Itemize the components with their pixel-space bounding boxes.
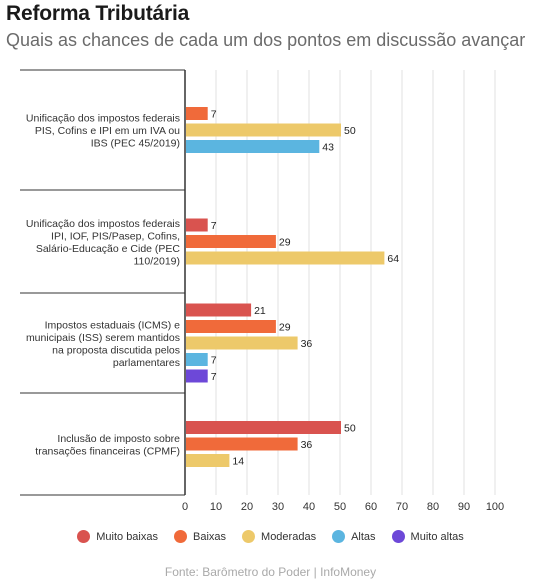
bar [186,437,298,451]
legend-swatch [242,530,256,543]
category-label: Unificação dos impostos federais [26,113,180,125]
legend-item: Muito baixas [77,530,158,543]
bar-value-label: 50 [344,423,356,435]
bar [186,421,341,434]
bar-chart: 0 10 20 30 40 50 60 70 80 90 100 Unificação dos imp… [20,69,504,513]
bar-value-label: 43 [322,142,334,154]
bar [186,218,208,232]
legend-swatch [174,530,187,543]
category-label: Unificação dos impostos federais [26,218,180,230]
legend-item: Altas [332,530,376,543]
legend-label: Muito altas [410,530,464,543]
bar-value-label: 21 [254,305,266,317]
category-label: transações financeiras (CPMF) [35,445,180,457]
legend-label: Altas [351,530,376,543]
x-tick-label: 10 [210,501,222,513]
category-label: 110/2019) [133,255,180,267]
bar-value-label: 36 [301,439,313,451]
bar [186,140,320,153]
bar [186,336,298,350]
bar [186,107,208,120]
bar-value-label: 7 [211,371,217,383]
bar-value-label: 29 [279,237,291,249]
x-tick-label: 60 [365,501,377,513]
legend-item: Muito altas [391,530,464,543]
chart-subtitle: Quais as chances de cada um dos pontos e… [6,30,526,50]
x-tick-label: 90 [458,501,470,513]
legend-swatch [77,530,91,543]
bar-value-label: 14 [232,456,244,468]
category-label: Salário-Educação e Cide (PEC [36,243,181,255]
x-tick-label: 70 [396,501,408,513]
chart-title: Reforma Tributária [6,2,190,25]
legend-swatch [391,530,405,543]
x-tick-label: 100 [486,501,504,513]
bar [186,251,385,265]
category-label: IPI, IOF, PIS/Pasep, Cofins, [51,230,180,242]
category-label: Impostos estaduais (ICMS) e [45,319,181,331]
x-tick-label: 0 [182,501,188,513]
x-tick-label: 30 [272,501,284,513]
legend-label: Baixas [193,530,227,543]
category-label: municipais (ISS) serem mantidos [26,332,180,344]
bar [186,369,208,383]
bar-value-label: 7 [211,109,217,121]
bar [186,353,208,366]
x-tick-label: 50 [334,501,346,513]
category-label: IBS (PEC 45/2019) [91,138,180,150]
legend-item: Moderadas [242,530,316,543]
category-label: na proposta discutida pelos [52,344,180,356]
category-label: PIS, Cofins e IPI em um IVA ou [35,125,180,137]
x-tick-label: 20 [241,501,253,513]
bar-value-label: 29 [279,322,291,334]
bar-value-label: 64 [387,253,399,265]
legend-item: Baixas [174,530,226,543]
bar-value-label: 36 [301,338,313,350]
bar [186,454,230,467]
bar [186,235,276,248]
bar [186,303,252,317]
category-label: Inclusão de imposto sobre [57,433,180,445]
x-tick-label: 80 [427,501,439,513]
legend-label: Muito baixas [96,530,158,543]
bar [186,320,276,333]
bar-value-label: 7 [211,355,217,367]
source-note: Fonte: Barômetro do Poder | InfoMoney [164,565,377,579]
bar-value-label: 50 [344,125,356,137]
legend-label: Moderadas [261,530,317,543]
x-tick-label: 40 [303,501,315,513]
bar [186,123,341,137]
category-label: parlamentares [113,357,180,369]
chart-legend: Muito baixas Baixas Moderadas Altas Muito al… [0,530,541,543]
legend-swatch [332,530,346,543]
bar-value-label: 7 [211,220,217,232]
